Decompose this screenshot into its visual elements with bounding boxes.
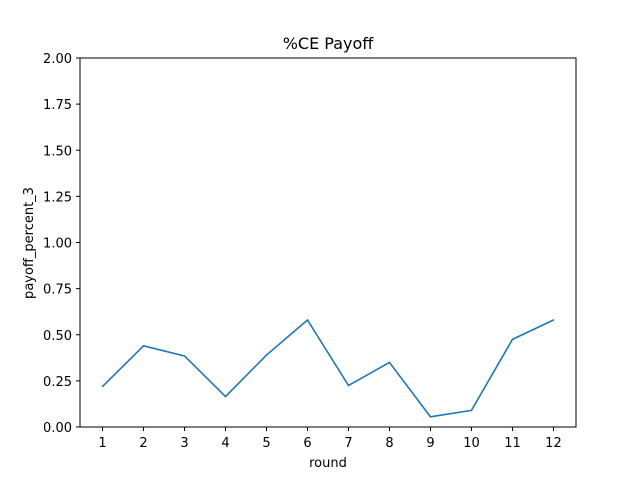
- y-tick-label: 2.00: [43, 52, 72, 67]
- x-tick-label: 11: [504, 436, 521, 451]
- y-tick-label: 1.75: [43, 98, 72, 113]
- x-tick-label: 1: [98, 436, 106, 451]
- y-tick-label: 0.25: [43, 375, 72, 390]
- x-tick-label: 3: [180, 436, 188, 451]
- y-tick-label: 0.75: [43, 283, 72, 298]
- series-layer: [101, 319, 555, 418]
- data-point: [101, 385, 104, 388]
- data-point: [552, 319, 555, 321]
- x-tick-label: 12: [545, 436, 562, 451]
- y-tick-label: 0.00: [43, 421, 72, 436]
- x-tick-label: 2: [139, 436, 147, 451]
- plot-frame: [79, 57, 577, 428]
- y-tick-label: 1.00: [43, 237, 72, 252]
- x-tick-label: 5: [262, 436, 270, 451]
- x-tick-label: 6: [303, 436, 311, 451]
- y-axis-ticks: 0.00 0.25 0.50 0.75 1.00 1.25 1.50 1.75 2.00: [43, 52, 80, 436]
- data-point: [265, 354, 268, 356]
- data-point: [142, 345, 145, 347]
- x-axis-label: round: [309, 456, 347, 471]
- x-tick-label: 10: [463, 436, 480, 451]
- data-point: [470, 409, 473, 412]
- data-point: [183, 355, 186, 357]
- data-point: [347, 384, 350, 387]
- y-tick-label: 0.50: [43, 329, 72, 344]
- data-point: [306, 319, 309, 321]
- y-axis-label: payoff_percent_3: [22, 187, 37, 299]
- y-tick-label: 1.50: [43, 144, 72, 159]
- plot-area: [79, 57, 577, 428]
- x-tick-label: 8: [385, 436, 393, 451]
- data-point: [511, 338, 514, 341]
- y-tick-label: 1.25: [43, 190, 72, 205]
- data-point: [388, 361, 391, 364]
- x-tick-label: 9: [426, 436, 434, 451]
- data-point: [429, 416, 432, 418]
- x-tick-label: 4: [221, 436, 229, 451]
- x-axis-ticks: 1 2 3 4 5 6 7 8 9 10 11 12: [98, 427, 562, 451]
- x-tick-label: 7: [344, 436, 352, 451]
- chart-title: %CE Payoff: [283, 34, 375, 53]
- series-line: [101, 319, 554, 418]
- data-point: [224, 395, 227, 398]
